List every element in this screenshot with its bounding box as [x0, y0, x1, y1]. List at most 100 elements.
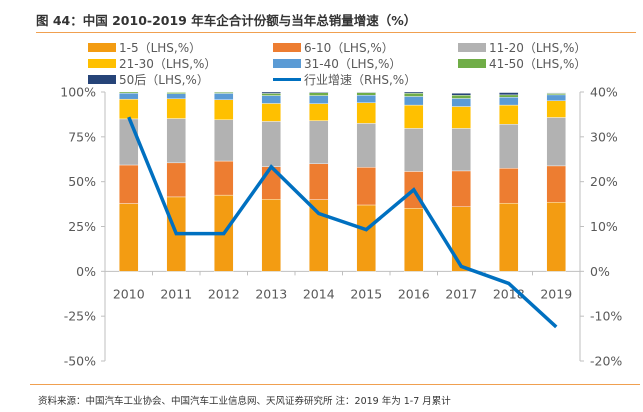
- bar-segment: [404, 104, 424, 129]
- category-tick-label: 2014: [303, 286, 335, 301]
- bar-segment: [451, 170, 471, 207]
- bar-segment: [261, 93, 281, 96]
- bar-segment: [356, 92, 376, 96]
- bar-segment: [166, 118, 186, 164]
- bar-segment: [499, 168, 519, 204]
- bar-segment: [119, 203, 139, 272]
- legend-label: 31-40（LHS,%）: [304, 56, 402, 71]
- legend-item-6-10: 6-10（LHS,%）: [273, 39, 394, 55]
- bar-segment: [404, 93, 424, 97]
- right-axis-tick-label: -20%: [590, 354, 622, 369]
- bar-segment: [356, 123, 376, 168]
- footer-divider: [30, 384, 640, 385]
- bar-segment: [214, 119, 234, 162]
- bar-segment: [356, 91, 376, 93]
- legend-swatch: [458, 42, 486, 52]
- legend-item-41-50: 41-50（LHS,%）: [458, 55, 586, 71]
- legend-label: 50后（LHS,%）: [119, 72, 209, 87]
- legend-label: 11-20（LHS,%）: [489, 40, 587, 55]
- legend-item-11-20: 11-20（LHS,%）: [458, 39, 586, 55]
- legend-item-growth-line: 行业增速（RHS,%）: [273, 71, 416, 87]
- left-axis-tick-label: -50%: [64, 354, 96, 369]
- bar-segment: [166, 162, 186, 198]
- bar-segment: [261, 121, 281, 167]
- legend-label: 41-50（LHS,%）: [489, 56, 587, 71]
- bar-segment: [261, 199, 281, 272]
- bar-segment: [214, 93, 234, 100]
- legend-swatch: [88, 74, 116, 84]
- legend-label: 行业增速（RHS,%）: [304, 72, 417, 87]
- left-axis-tick-label: 100%: [60, 85, 96, 100]
- bar-segment: [546, 117, 566, 167]
- source-footnote: 资料来源：中国汽车工业协会、中国汽车工业信息网、天风证券研究所 注：2019 年…: [38, 396, 451, 407]
- bar-segment: [404, 96, 424, 106]
- category-tick-label: 2013: [255, 286, 287, 301]
- legend-swatch: [273, 58, 301, 68]
- category-tick-label: 2011: [160, 286, 192, 301]
- category-tick-label: 2010: [113, 286, 145, 301]
- left-axis-tick-label: 0%: [76, 264, 96, 279]
- left-axis-tick-label: 25%: [68, 219, 96, 234]
- bar-segment: [404, 208, 424, 272]
- bar-segment: [546, 93, 566, 96]
- bar-segment: [499, 92, 519, 96]
- bar-segment: [451, 95, 471, 99]
- bar-segment: [404, 91, 424, 94]
- right-axis-tick-label: 20%: [590, 174, 618, 189]
- bar-segment: [356, 95, 376, 103]
- bar-segment: [214, 99, 234, 120]
- category-tick-label: 2017: [445, 286, 477, 301]
- bar-segment: [119, 164, 139, 204]
- growth-line: [127, 116, 558, 329]
- bar-segment: [451, 93, 471, 96]
- bar-segment: [309, 163, 329, 200]
- legend-item-21-30: 21-30（LHS,%）: [88, 55, 216, 71]
- legend-line-swatch: [273, 77, 301, 81]
- bar-segment: [499, 124, 519, 169]
- bar-segment: [261, 91, 281, 94]
- right-axis-tick-label: 0%: [590, 264, 610, 279]
- bar-segment: [356, 167, 376, 206]
- bar-segment: [119, 98, 139, 120]
- left-axis-tick-label: -25%: [64, 309, 96, 324]
- bar-segment: [404, 128, 424, 172]
- right-axis-tick-label: 10%: [590, 219, 618, 234]
- legend-label: 6-10（LHS,%）: [304, 40, 394, 55]
- bar-segment: [309, 92, 329, 96]
- legend-item-50-plus: 50后（LHS,%）: [88, 71, 209, 87]
- bar-segment: [214, 160, 234, 196]
- category-tick-label: 2019: [540, 286, 572, 301]
- bar-segment: [546, 100, 566, 118]
- bar-segment: [309, 199, 329, 272]
- bar-segment: [546, 94, 566, 101]
- bar-segment: [119, 93, 139, 100]
- bar-segment: [119, 118, 139, 166]
- legend-swatch: [273, 42, 301, 52]
- bar-segment: [546, 165, 566, 203]
- bar-segment: [119, 91, 139, 94]
- bar-segment: [499, 97, 519, 106]
- bar-segment: [451, 106, 471, 129]
- category-tick-label: 2016: [398, 286, 430, 301]
- legend-label: 21-30（LHS,%）: [119, 56, 217, 71]
- bar-segment: [261, 103, 281, 122]
- bar-segment: [309, 95, 329, 104]
- bar-segment: [166, 98, 186, 119]
- bar-segment: [356, 204, 376, 272]
- legend-swatch: [88, 42, 116, 52]
- left-axis-tick-label: 50%: [68, 174, 96, 189]
- bar-segment: [261, 95, 281, 104]
- bar-segment: [451, 128, 471, 172]
- bar-segment: [546, 92, 566, 94]
- bar-segment: [309, 120, 329, 164]
- right-axis-tick-label: 40%: [590, 85, 618, 100]
- bar-segment: [166, 93, 186, 100]
- figure-title: 图 44：中国 2010-2019 年车企合计份额与当年总销量增速（%）: [36, 13, 417, 28]
- right-axis-tick-label: 30%: [590, 129, 618, 144]
- legend-label: 1-5（LHS,%）: [119, 40, 202, 55]
- bar-segment: [499, 202, 519, 272]
- category-tick-label: 2015: [350, 286, 382, 301]
- bar-segment: [499, 94, 519, 98]
- left-axis-tick-label: 75%: [68, 129, 96, 144]
